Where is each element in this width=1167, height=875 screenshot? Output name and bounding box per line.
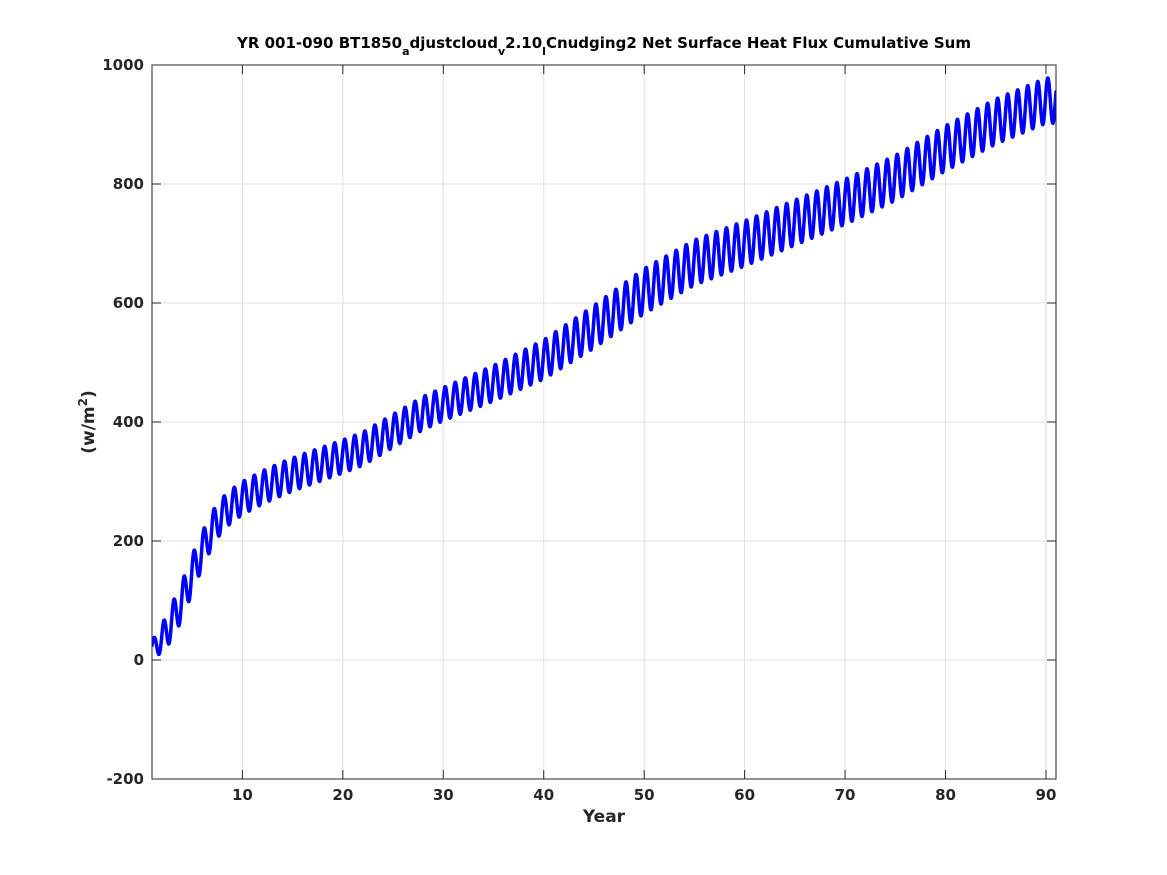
title-part-4: Cnudging2 Net Surface Heat Flux Cumulati… (546, 34, 971, 52)
title-part-3: 2.10 (505, 34, 542, 52)
y-tick-label: 800 (113, 175, 144, 193)
x-tick-label: 80 (935, 786, 956, 804)
title-subscript-2: v (498, 45, 506, 58)
y-tick-label: 0 (134, 651, 144, 669)
title-part-2: djustcloud (410, 34, 498, 52)
x-tick-label: 30 (433, 786, 454, 804)
y-axis-label-suffix: ) (79, 390, 99, 398)
y-axis-label: (w/m2) (76, 390, 99, 454)
chart-title: YR 001-090 BT1850adjustcloudv2.10lCnudgi… (236, 34, 971, 58)
y-tick-label: 400 (113, 413, 144, 431)
x-tick-label: 40 (533, 786, 554, 804)
x-axis-label: Year (582, 807, 626, 827)
x-tick-label: 90 (1036, 786, 1057, 804)
y-tick-label: 200 (113, 532, 144, 550)
x-tick-label: 50 (634, 786, 655, 804)
x-tick-label: 70 (835, 786, 856, 804)
series-line (152, 76, 1056, 657)
x-tick-label: 20 (332, 786, 353, 804)
plot-area (151, 64, 1057, 780)
x-tick-label: 60 (734, 786, 755, 804)
title-subscript-1: a (402, 45, 409, 58)
title-part-1: YR 001-090 BT1850 (236, 34, 402, 52)
title-subscript-3: l (542, 45, 546, 58)
y-tick-label: -200 (106, 770, 144, 788)
y-axis-label-superscript: 2 (76, 398, 90, 406)
series-layer (152, 76, 1056, 657)
y-tick-label: 600 (113, 294, 144, 312)
y-tick-label: 1000 (102, 56, 144, 74)
y-axis-label-prefix: (w/m (79, 406, 99, 453)
x-tick-label: 10 (232, 786, 253, 804)
x-tick-labels: 10 20 30 40 50 60 70 80 90 (232, 786, 1056, 804)
y-tick-labels: -200 0 200 400 600 800 1000 (102, 56, 144, 788)
tick-marks (152, 64, 1056, 780)
